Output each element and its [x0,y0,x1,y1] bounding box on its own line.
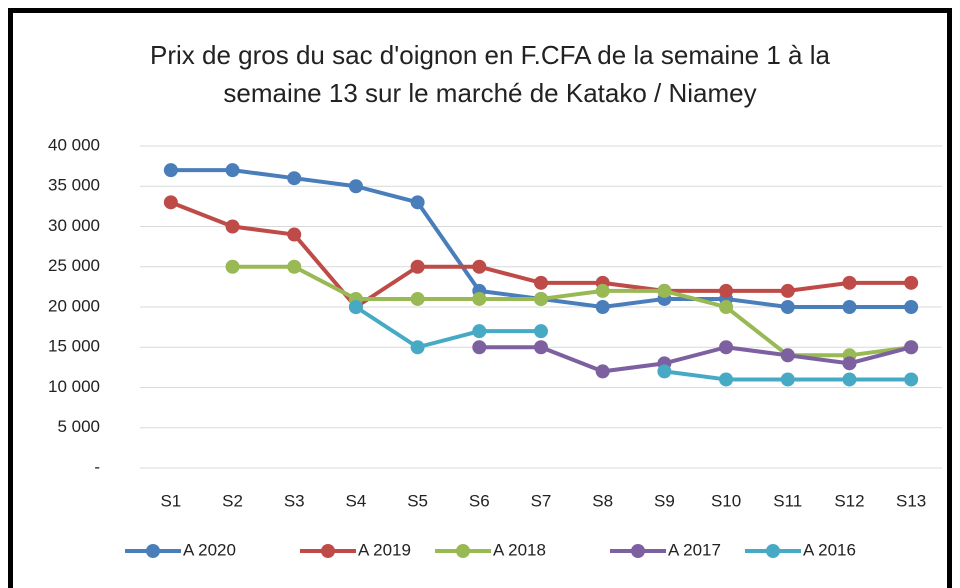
x-tick-label: S12 [834,491,864,510]
y-tick-label: 5 000 [57,417,100,436]
data-point [225,163,240,178]
data-point [410,195,425,210]
data-point [225,219,240,234]
x-tick-label: S1 [160,491,181,510]
data-point [719,372,734,387]
data-point [472,259,487,274]
x-tick-label: S11 [773,491,802,510]
data-point [287,171,302,186]
data-point [780,372,795,387]
data-point [410,291,425,306]
y-tick-label: 35 000 [48,176,100,195]
data-point [534,291,548,306]
x-tick-label: S6 [469,491,490,510]
x-tick-label: S2 [222,491,243,510]
y-tick-label: 30 000 [48,216,100,235]
data-point [780,300,795,314]
legend-label: A 2017 [668,540,721,559]
series-line [170,200,912,309]
data-point [472,340,487,355]
data-point [904,372,919,387]
data-point [595,283,610,298]
y-tick-label: 20 000 [48,296,100,315]
legend-marker [321,544,335,558]
data-point [163,163,178,178]
data-point [842,372,857,387]
data-point [410,340,425,355]
data-point [904,275,919,290]
legend-label: A 2019 [358,540,411,559]
data-point [904,340,919,355]
y-tick-label: 40 000 [48,135,100,154]
x-tick-label: S3 [284,491,305,510]
data-point [534,324,548,339]
frame [8,8,952,588]
x-tick-label: S9 [654,491,675,510]
data-point [225,259,240,274]
data-point [719,283,734,298]
legend-label: A 2016 [803,540,856,559]
legend-marker [631,544,645,558]
data-point [780,348,795,363]
data-point [534,340,548,355]
x-tick-label: S10 [711,491,741,510]
legend-marker [146,544,160,558]
x-tick-label: S13 [896,491,926,510]
data-point [287,259,302,274]
data-point [410,259,425,274]
y-tick-label: 25 000 [48,256,100,275]
data-point [163,195,178,210]
data-point [534,275,548,290]
x-tick-label: S4 [346,491,367,510]
x-tick-label: S5 [407,491,428,510]
data-point [780,283,795,298]
data-point [348,179,363,194]
legend-marker [766,544,780,558]
data-point [842,300,857,314]
data-point [472,324,487,339]
data-point [657,283,672,298]
data-point [287,227,302,242]
y-tick-label: 15 000 [48,337,100,356]
legend-label: A 2020 [183,540,236,559]
data-point [348,300,363,314]
y-tick-label: - [94,457,100,476]
data-point [904,300,919,314]
series-line [479,345,912,374]
data-point [595,300,610,314]
y-tick-label: 10 000 [48,377,100,396]
data-point [657,364,672,379]
data-point [472,291,487,306]
chart-title: Prix de gros du sac d'oignon en F.CFA de… [150,40,830,108]
data-point [595,364,610,379]
data-point [842,275,857,290]
legend-label: A 2018 [493,540,546,559]
legend-marker [456,544,470,558]
data-point [842,356,857,371]
x-tick-label: S7 [531,491,552,510]
x-tick-label: S8 [592,491,613,510]
data-point [719,300,734,314]
data-point [719,340,734,355]
